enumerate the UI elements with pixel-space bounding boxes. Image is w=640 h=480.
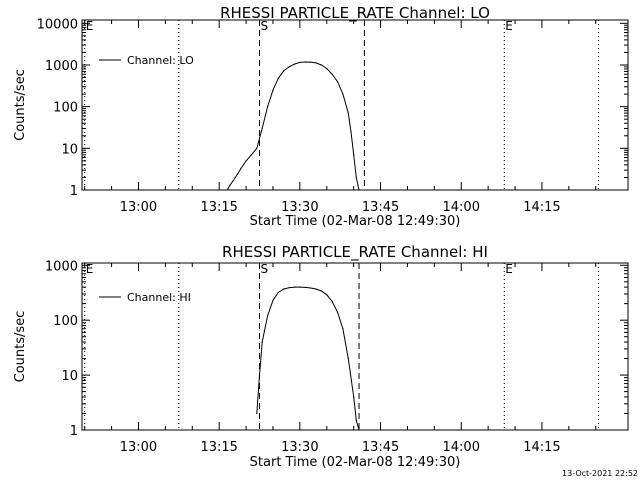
- data-point: [277, 291, 279, 293]
- data-point: [261, 341, 263, 343]
- y-tick-label: 10000: [37, 17, 78, 32]
- data-point: [245, 160, 247, 162]
- data-point: [293, 286, 296, 288]
- data-point: [272, 299, 274, 301]
- time-marker-label: E: [505, 262, 513, 276]
- x-tick-label: 13:45: [362, 200, 399, 215]
- data-point: [347, 358, 349, 360]
- data-point: [299, 61, 301, 64]
- generation-timestamp: 13-Oct-2021 22:52: [562, 469, 638, 478]
- data-point: [258, 374, 261, 376]
- data-point: [299, 286, 301, 288]
- data-point: [256, 147, 258, 149]
- x-tick-label: 14:00: [443, 440, 480, 455]
- y-axis-label: Counts/sec: [13, 69, 28, 141]
- legend-label: Channel: HI: [127, 291, 191, 304]
- x-tick-label: 13:15: [200, 200, 237, 215]
- x-tick-label: 13:45: [362, 440, 399, 455]
- x-tick-label: 14:15: [523, 440, 560, 455]
- y-axis-label: Counts/sec: [13, 311, 28, 383]
- x-tick-label: 13:00: [120, 200, 157, 215]
- y-tick-label: 1: [70, 424, 78, 439]
- time-marker-label: S: [261, 262, 269, 276]
- data-point: [331, 300, 333, 302]
- data-point: [234, 176, 236, 179]
- data-point: [272, 89, 274, 91]
- data-point: [250, 154, 252, 156]
- time-marker-label: S: [261, 19, 269, 33]
- x-tick-label: 13:00: [120, 440, 157, 455]
- x-tick-label: 13:15: [200, 440, 237, 455]
- legend-label: Channel: LO: [127, 54, 194, 67]
- data-point: [288, 287, 290, 289]
- data-point: [326, 294, 328, 296]
- data-point: [261, 127, 263, 129]
- y-tick-label: 100: [53, 314, 78, 329]
- data-point: [240, 168, 242, 170]
- data-point: [232, 180, 234, 183]
- data-point: [304, 286, 306, 288]
- y-tick-label: 1000: [45, 59, 78, 74]
- chart-title: RHESSI PARTICLE_RATE Channel: LO: [220, 4, 490, 23]
- time-marker-label: E: [86, 262, 94, 276]
- data-point: [277, 77, 279, 79]
- y-tick-label: 1: [70, 184, 78, 199]
- data-point: [315, 288, 317, 290]
- data-point: [355, 176, 357, 179]
- chart-title: RHESSI PARTICLE_RATE Channel: HI: [222, 243, 488, 262]
- data-point: [336, 81, 339, 83]
- data-point: [331, 73, 333, 75]
- data-point: [347, 112, 349, 114]
- data-point: [336, 311, 339, 313]
- data-point: [310, 61, 312, 63]
- data-point: [237, 172, 239, 174]
- data-point: [353, 396, 355, 398]
- x-tick-label: 14:15: [523, 200, 560, 215]
- x-axis-label: Start Time (02-Mar-08 12:49:30): [250, 455, 461, 470]
- data-point: [320, 64, 322, 66]
- data-point: [226, 189, 228, 191]
- data-point: [283, 70, 285, 72]
- data-point: [358, 189, 360, 191]
- data-point: [267, 315, 269, 317]
- x-tick-label: 14:00: [443, 200, 480, 215]
- data-point: [256, 412, 258, 415]
- data-point: [355, 419, 357, 421]
- plot-frame: [81, 19, 629, 191]
- data-point: [304, 61, 306, 63]
- data-point: [242, 164, 244, 166]
- data-point: [326, 68, 328, 70]
- data-point: [353, 154, 355, 156]
- series-line: [226, 61, 360, 191]
- data-point: [320, 290, 322, 292]
- data-point: [350, 131, 352, 133]
- time-marker-label: E: [505, 19, 513, 33]
- plot-frame: [81, 262, 629, 431]
- y-tick-label: 1000: [45, 259, 78, 274]
- data-point: [283, 288, 285, 290]
- y-tick-label: 10: [61, 369, 78, 384]
- x-tick-label: 13:30: [281, 440, 318, 455]
- x-axis-label: Start Time (02-Mar-08 12:49:30): [250, 214, 461, 229]
- data-point: [293, 63, 296, 65]
- data-point: [310, 287, 312, 289]
- data-point: [229, 184, 231, 186]
- series-line: [256, 286, 360, 431]
- y-tick-label: 100: [53, 101, 78, 116]
- data-point: [342, 93, 344, 95]
- data-point: [358, 429, 360, 431]
- data-point: [288, 66, 290, 68]
- x-tick-label: 13:30: [281, 200, 318, 215]
- data-point: [267, 106, 269, 108]
- data-point: [315, 62, 317, 64]
- data-point: [342, 328, 344, 330]
- y-tick-label: 10: [61, 142, 78, 157]
- time-marker-label: E: [86, 19, 94, 33]
